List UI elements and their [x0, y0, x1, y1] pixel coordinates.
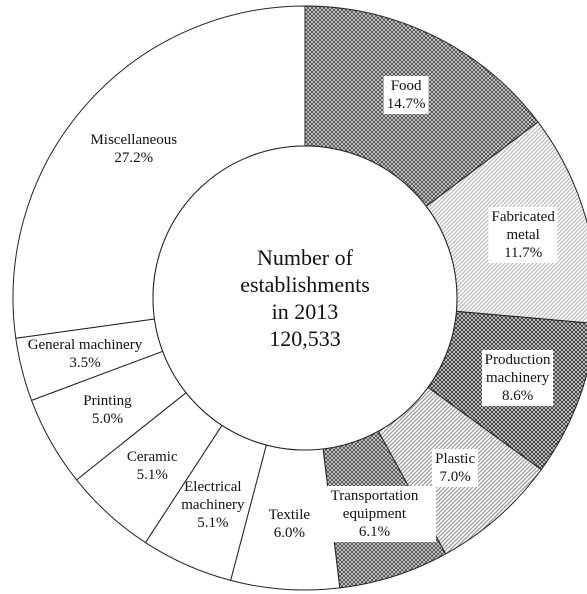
percent-label: 14.7%	[386, 95, 426, 112]
center-line: Number of	[257, 245, 353, 270]
slice-label: Printing 5.0%	[80, 391, 134, 429]
slice-label: Ceramic 5.1%	[124, 447, 181, 485]
slice-label: Production machinery 8.6%	[481, 349, 554, 406]
percent-label: 27.2%	[114, 149, 154, 166]
slice-label: General machinery 3.5%	[25, 335, 146, 373]
center-line: establishments	[240, 272, 370, 297]
category-name: Ceramic	[126, 448, 178, 465]
center-line: in 2013	[271, 299, 339, 324]
percent-label: 5.1%	[197, 515, 229, 532]
slice-label: Transportation equipment 6.1%	[312, 486, 437, 543]
center-text: Number of establishments in 2013 120,533	[240, 244, 370, 352]
slice-label: Textile 6.0%	[266, 505, 313, 543]
slice-label: Electrical machinery 5.1%	[151, 477, 275, 533]
category-name: Textile	[268, 507, 311, 524]
inner-circle	[152, 145, 458, 451]
percent-label: 5.0%	[91, 410, 124, 427]
slice-label: Food 14.7%	[383, 75, 429, 114]
category-name: General machinery	[27, 336, 143, 353]
slice-label: Plastic 7.0%	[432, 449, 479, 488]
category-name: Electrical machinery	[181, 479, 245, 514]
center-line: 120,533	[269, 326, 341, 351]
percent-label: 6.1%	[358, 524, 391, 541]
category-name: Food	[390, 77, 422, 94]
percent-label: 11.7%	[504, 245, 543, 262]
category-name: Miscellaneous	[90, 131, 178, 148]
percent-label: 3.5%	[69, 354, 101, 371]
category-name: Plastic	[435, 451, 476, 468]
slice-label: Miscellaneous 27.2%	[87, 130, 180, 168]
percent-label: 8.6%	[501, 387, 534, 404]
category-name: Production machinery	[484, 351, 551, 386]
percent-label: 5.1%	[136, 466, 168, 483]
category-name: Fabricated metal	[491, 209, 555, 244]
category-name: Printing	[83, 392, 132, 409]
percent-label: 6.0%	[273, 525, 305, 542]
percent-label: 7.0%	[439, 469, 471, 486]
category-name: Transportation equipment	[330, 488, 419, 523]
slice-label: Fabricated metal 11.7%	[488, 207, 558, 264]
